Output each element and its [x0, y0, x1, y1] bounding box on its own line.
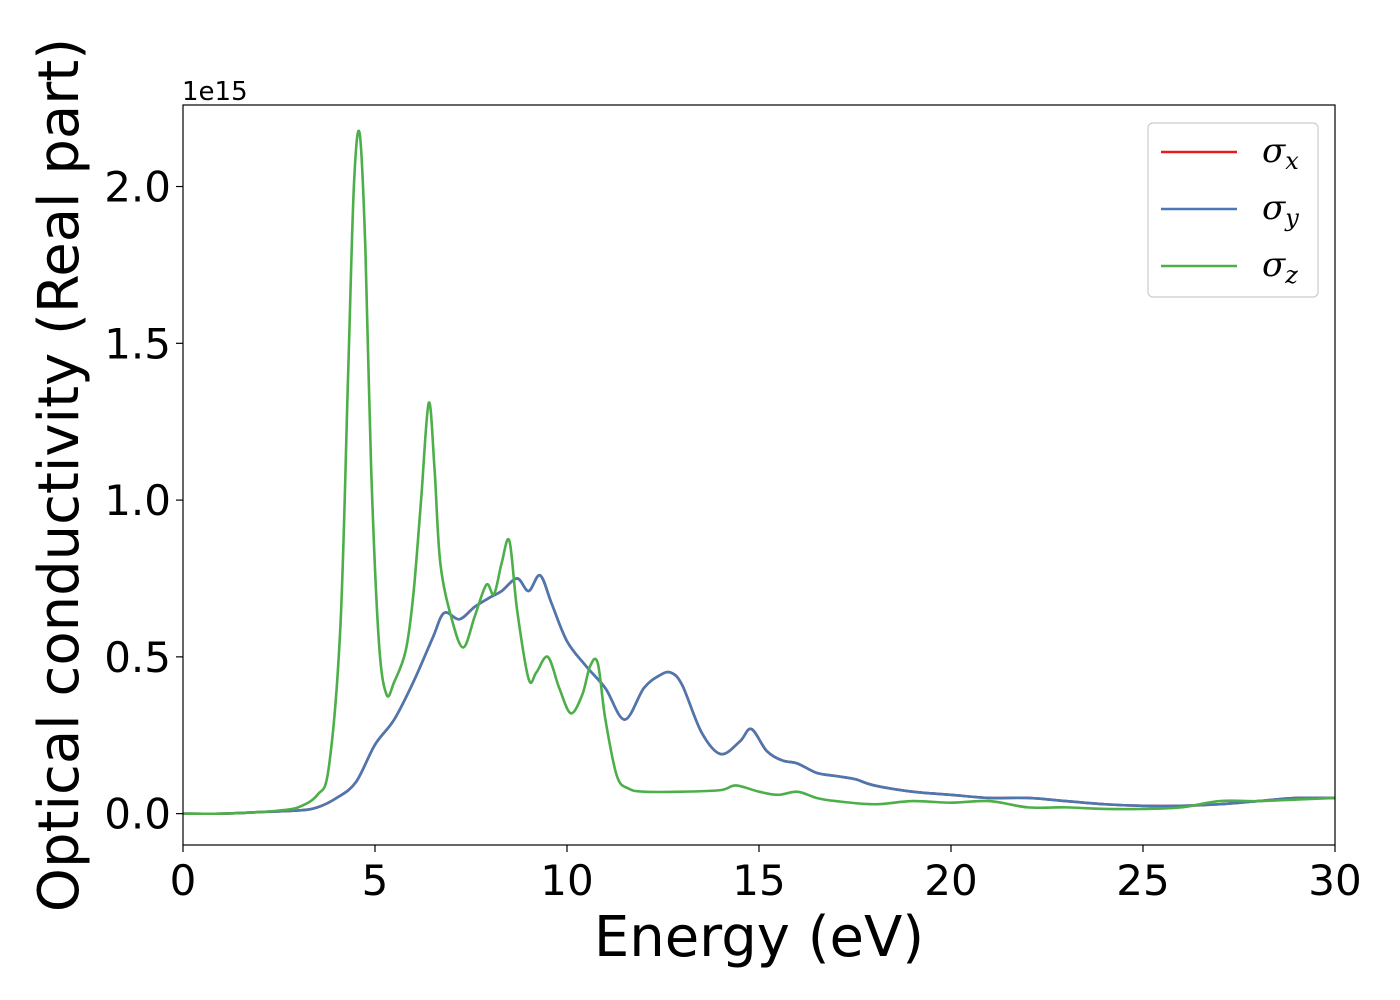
- y-axis-ticks: 0.0 0.5 1.0 1.5 2.0: [104, 163, 183, 839]
- x-axis-title: Energy (eV): [594, 905, 924, 970]
- x-tick-label: 25: [1116, 856, 1169, 905]
- y-tick-label: 2.0: [104, 163, 171, 212]
- legend-label-x: σx: [1262, 131, 1299, 175]
- x-tick-label: 30: [1308, 856, 1361, 905]
- x-tick-label: 5: [362, 856, 389, 905]
- legend: σx σy σz: [1147, 122, 1319, 298]
- y-tick-label: 0.5: [104, 633, 171, 682]
- x-tick-label: 10: [540, 856, 593, 905]
- legend-label-y: σy: [1262, 188, 1299, 232]
- y-offset-label: 1e15: [182, 77, 248, 107]
- series-line-z: [183, 129, 1335, 816]
- x-axis-ticks: 0 5 10 15 20 25 30: [170, 845, 1362, 905]
- y-tick-label: 1.0: [104, 476, 171, 525]
- x-tick-label: 20: [924, 856, 977, 905]
- y-tick-label: 0.0: [104, 790, 171, 839]
- legend-label-z: σz: [1262, 245, 1298, 289]
- x-tick-label: 0: [170, 856, 197, 905]
- series-line-y: [183, 574, 1335, 816]
- plot-lines: [183, 129, 1335, 816]
- y-axis-title: Optical conductivity (Real part): [27, 38, 92, 912]
- x-tick-label: 15: [732, 856, 785, 905]
- y-tick-label: 1.5: [104, 319, 171, 368]
